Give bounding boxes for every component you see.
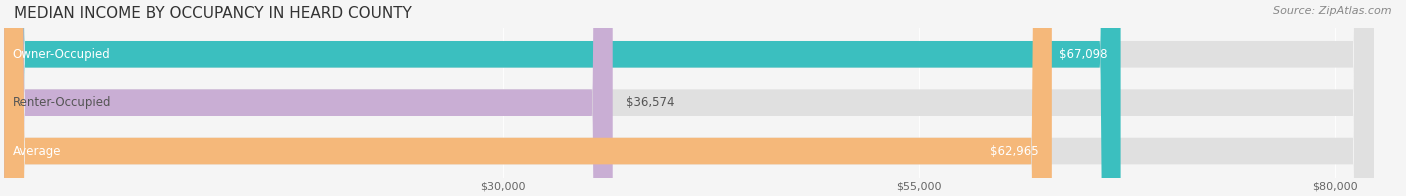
FancyBboxPatch shape (4, 0, 1374, 196)
Text: Owner-Occupied: Owner-Occupied (13, 48, 110, 61)
FancyBboxPatch shape (4, 0, 1374, 196)
FancyBboxPatch shape (4, 0, 1374, 196)
Text: Average: Average (13, 145, 60, 158)
Text: $36,574: $36,574 (626, 96, 675, 109)
FancyBboxPatch shape (4, 0, 1052, 196)
Text: Renter-Occupied: Renter-Occupied (13, 96, 111, 109)
FancyBboxPatch shape (4, 0, 613, 196)
Text: $62,965: $62,965 (990, 145, 1039, 158)
FancyBboxPatch shape (4, 0, 1121, 196)
Text: Source: ZipAtlas.com: Source: ZipAtlas.com (1274, 6, 1392, 16)
Text: $67,098: $67,098 (1059, 48, 1108, 61)
Text: MEDIAN INCOME BY OCCUPANCY IN HEARD COUNTY: MEDIAN INCOME BY OCCUPANCY IN HEARD COUN… (14, 6, 412, 21)
